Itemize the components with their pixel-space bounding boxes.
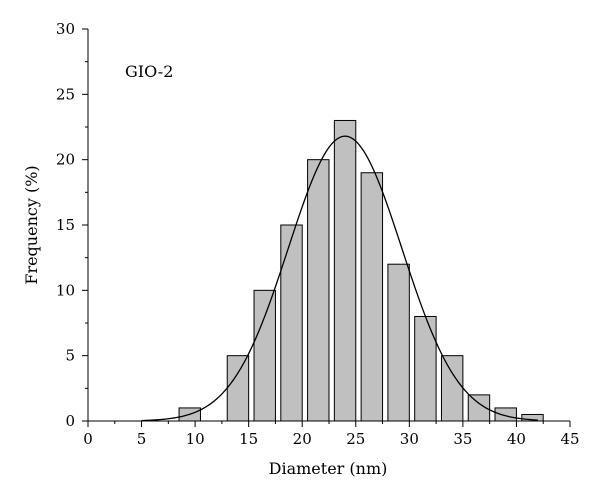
histogram-bar [494,407,517,422]
y-tick-label: 5 [65,347,75,365]
y-tick-label: 0 [65,412,75,430]
histogram-bar [253,289,276,422]
x-tick-label: 10 [186,430,205,448]
sample-label: GIO-2 [125,62,173,81]
x-tick-label: 20 [293,430,312,448]
histogram-bar [226,355,250,422]
y-tick-label: 10 [56,281,75,299]
x-tick-label: 30 [400,430,419,448]
x-tick-label: 5 [137,430,147,448]
histogram-bar [333,119,357,422]
x-tick-label: 45 [560,430,579,448]
x-tick-label: 0 [83,430,93,448]
x-axis-title: Diameter (nm) [269,459,388,478]
x-tick-label: 25 [346,430,365,448]
y-tick-label: 25 [56,85,75,103]
y-tick-label: 20 [56,151,75,169]
x-tick-label: 40 [507,430,526,448]
bars-layer [178,119,544,422]
histogram-bar [307,159,330,422]
y-axis-title: Frequency (%) [22,165,41,284]
histogram-bar [360,172,384,422]
x-tick-label: 35 [453,430,472,448]
axes-layer: 0 5 10 15 20 25 30 35 40 45 0 5 10 15 20 25 30 [56,20,580,448]
histogram-bar [280,224,303,422]
histogram-bar [414,315,437,422]
histogram-bar [440,355,464,422]
gaussian-fit-curve [141,135,538,422]
histogram-bar [387,263,410,422]
y-tick-label: 30 [56,20,75,38]
x-tick-label: 15 [239,430,258,448]
y-tick-label: 15 [56,216,75,234]
